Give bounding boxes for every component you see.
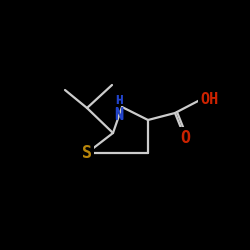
Text: O: O [180,129,190,147]
Text: N: N [114,108,124,123]
Text: H: H [115,94,123,107]
Text: HN: HN [110,96,128,112]
Text: N: N [114,107,124,122]
Text: OH: OH [200,92,218,108]
Text: H: H [115,94,123,107]
Text: S: S [82,144,92,162]
